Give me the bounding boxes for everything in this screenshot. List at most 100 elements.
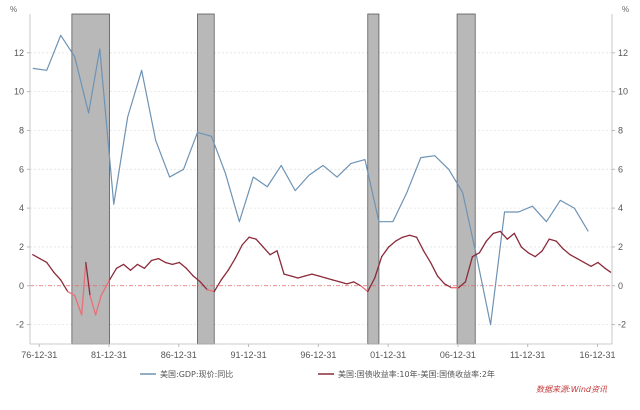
spread-segment-1 (39, 257, 48, 264)
left-tick-label-6: 10 (14, 87, 24, 97)
spread-segment-13 (115, 263, 125, 269)
right-tick-label-4: 6 (618, 164, 623, 174)
recession-band-0 (71, 13, 110, 345)
spread-segment-56 (415, 236, 425, 252)
spread-segment-0 (32, 254, 41, 260)
spread-segment-53 (395, 236, 404, 242)
spread-segment-72 (527, 252, 536, 258)
spread-segment-43 (325, 277, 334, 281)
spread-segment-29 (227, 257, 236, 271)
spread-segment-44 (332, 279, 341, 283)
right-tick-label-3: 4 (618, 203, 623, 213)
axes-layer: -2 0 2 4 6 8 10 12 -2 0 2 4 6 8 10 12% % 76-12-31 81-12-31… (10, 5, 629, 360)
spread-segment-66 (485, 232, 495, 242)
spread-segment-10 (94, 294, 102, 316)
spread-segment-14 (122, 263, 132, 271)
spread-segment-83 (604, 267, 612, 273)
spread-segment-80 (583, 261, 592, 268)
spread-segment-16 (136, 263, 146, 269)
x-tick-label-5: 01-12-31 (370, 350, 406, 360)
spread-segment-22 (178, 261, 187, 269)
spread-segment-31 (241, 236, 250, 246)
left-tick-label-0: -2 (16, 320, 24, 330)
spread-segment-17 (143, 259, 153, 269)
spread-segment-11 (100, 279, 111, 297)
spread-segment-49 (367, 277, 376, 293)
spread-segment-12 (108, 267, 118, 281)
left-tick-label-1: 0 (19, 281, 24, 291)
x-tick-label-7: 11-12-31 (510, 350, 545, 360)
left-tick-label-3: 4 (19, 203, 24, 213)
spread-segment-79 (576, 257, 585, 264)
right-tick-label-6: 10 (618, 87, 628, 97)
legend-label-gdp: 美国:GDP:现价:同比 (160, 369, 233, 379)
spread-segment-9 (89, 294, 97, 316)
spread-segment-33 (255, 238, 264, 248)
spread-segment-34 (262, 246, 271, 256)
left-axis-unit: % (10, 5, 17, 14)
spread-segment-24 (192, 275, 201, 283)
spread-segment-2 (46, 261, 55, 273)
spread-segment-76 (555, 240, 564, 250)
legend: 美国:GDP:现价:同比 美国:国债收益率:10年-美国:国债收益率:2年 (140, 369, 495, 379)
spread-segment-48 (360, 285, 369, 293)
right-tick-label-2: 2 (618, 242, 623, 252)
spread-segment-23 (185, 267, 194, 277)
spread-segment-3 (53, 271, 62, 281)
spread-segment-47 (353, 281, 362, 287)
recession-layer (71, 13, 476, 345)
spread-segment-63 (464, 255, 474, 283)
spread-segment-74 (541, 238, 550, 252)
spread-segment-20 (164, 261, 174, 266)
spread-segment-75 (548, 238, 557, 242)
spread-segment-36 (276, 250, 285, 275)
spread-segment-52 (388, 240, 397, 248)
spread-segment-19 (157, 257, 167, 264)
spread-segment-58 (429, 261, 439, 277)
x-tick-label-3: 91-12-31 (231, 350, 267, 360)
left-tick-label-7: 12 (14, 48, 24, 58)
spread-segment-39 (297, 275, 306, 279)
spread-segment-50 (374, 255, 383, 279)
spread-segment-59 (436, 275, 446, 285)
spread-segment-37 (283, 273, 292, 277)
spread-segment-42 (318, 275, 327, 279)
spread-segment-5 (67, 290, 76, 297)
spread-segment-30 (234, 244, 243, 260)
recession-band-3 (456, 13, 476, 345)
spread-segment-45 (339, 281, 348, 285)
spread-segment-27 (213, 279, 222, 293)
recession-band-1 (197, 13, 215, 345)
spread-segment-32 (248, 236, 257, 240)
spread-segment-51 (381, 246, 390, 258)
series-layer (32, 34, 612, 326)
spread-segment-55 (408, 234, 418, 238)
legend-label-spread: 美国:国债收益率:10年-美国:国债收益率:2年 (338, 369, 495, 379)
spread-segment-54 (401, 234, 411, 238)
grid-layer (30, 52, 612, 325)
right-tick-label-5: 8 (618, 125, 623, 135)
right-tick-label-7: 12 (618, 48, 628, 58)
x-tick-label-2: 86-12-31 (161, 350, 197, 360)
spread-segment-73 (534, 250, 543, 258)
x-tick-label-0: 76-12-31 (21, 350, 57, 360)
spread-segment-8 (85, 261, 91, 297)
spread-segment-46 (346, 281, 355, 285)
spread-segment-81 (590, 261, 599, 268)
spread-segment-26 (206, 288, 215, 293)
x-tick-label-4: 96-12-31 (300, 350, 336, 360)
spread-segment-62 (457, 281, 467, 289)
x-tick-label-6: 06-12-31 (440, 350, 476, 360)
spread-segment-57 (422, 250, 432, 264)
spread-segment-6 (74, 294, 83, 316)
spread-segment-40 (304, 273, 313, 277)
spread-segment-38 (290, 275, 299, 279)
spread-segment-7 (80, 261, 87, 316)
gdp-line (32, 34, 589, 326)
right-tick-label-0: -2 (618, 320, 626, 330)
source-note: 数据来源:Wind资讯 (536, 385, 608, 394)
spread-segment-82 (597, 261, 606, 269)
spread-segment-41 (311, 273, 320, 277)
x-tick-label-1: 81-12-31 (91, 350, 127, 360)
